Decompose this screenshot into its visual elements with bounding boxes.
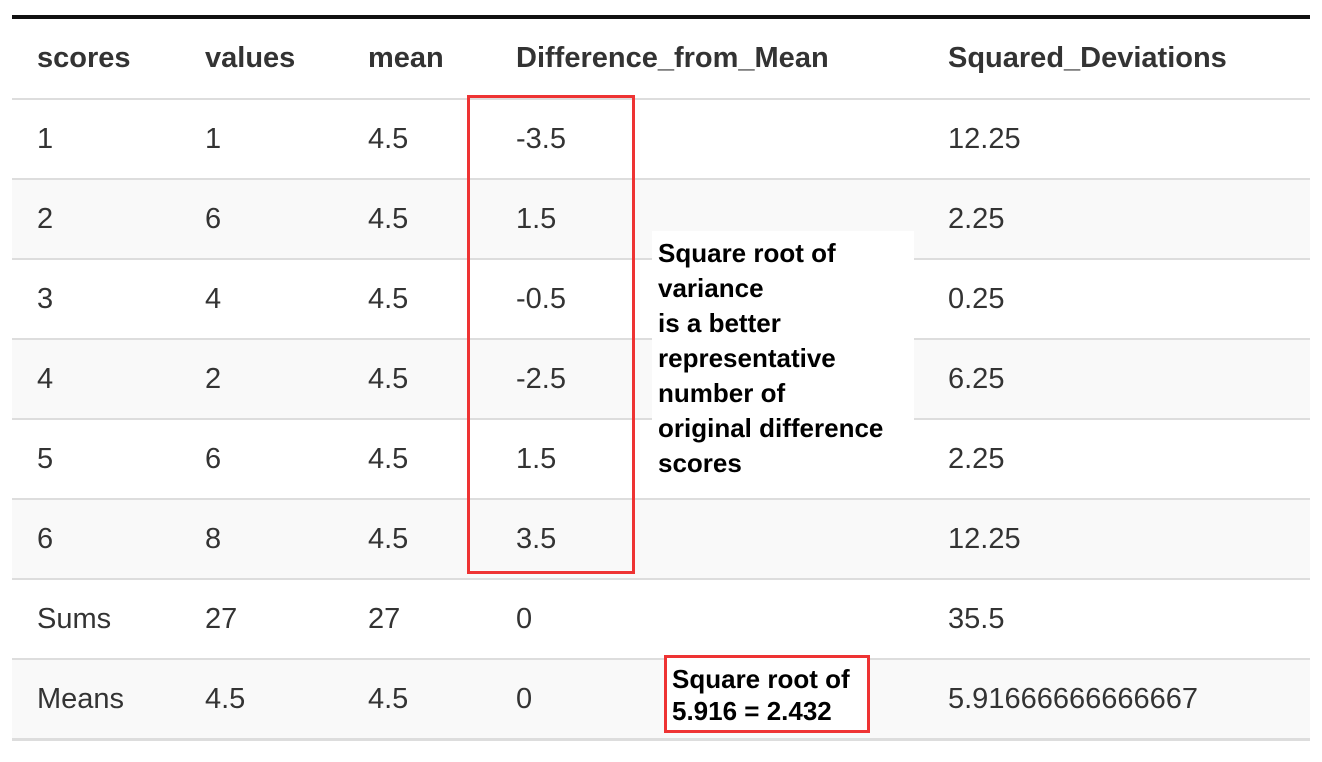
cell-values: 2 — [180, 338, 343, 419]
header-difference-from-mean: Difference_from_Mean — [491, 17, 923, 100]
sums-row: Sums 27 27 0 35.5 — [12, 578, 1310, 659]
callout-line: original difference — [658, 413, 884, 443]
cell-sum-squared-deviations: 35.5 — [923, 578, 1310, 659]
callout-line: variance — [658, 273, 764, 303]
cell-squared-deviation: 0.25 — [923, 258, 1310, 339]
table-row: 5 6 4.5 1.5 2.25 — [12, 418, 1310, 499]
cell-values: 1 — [205, 122, 222, 155]
cell-sums-label: Sums — [12, 578, 180, 659]
callout-line: representative — [658, 343, 836, 373]
cell-sum-difference: 0 — [491, 578, 923, 659]
cell-means-label: Means — [12, 658, 180, 740]
header-values: values — [180, 17, 343, 100]
cell-scores: 2 — [12, 178, 180, 259]
cell-mean: 4.5 — [368, 122, 409, 155]
cell-squared-deviation: 2.25 — [923, 178, 1310, 259]
cell-mean: 4.5 — [343, 498, 491, 579]
callout-line: number of — [658, 378, 786, 408]
cell-mean: 4.5 — [343, 338, 491, 419]
result-line: Square root of — [672, 664, 850, 694]
header-row: scores values mean Difference_from_Mean … — [12, 17, 1310, 100]
cell-scores: 4 — [12, 338, 180, 419]
variance-callout: Square root of variance is a better repr… — [652, 231, 914, 481]
result-line: 5.916 = 2.432 — [672, 696, 832, 726]
cell-values: 6 — [180, 418, 343, 499]
cell-squared-deviation: 2.25 — [923, 418, 1310, 499]
cell-values: 6 — [180, 178, 343, 259]
cell-sum-mean: 27 — [343, 578, 491, 659]
cell-scores: 3 — [12, 258, 180, 339]
cell-mean-mean: 4.5 — [343, 658, 491, 740]
cell-values: 4 — [180, 258, 343, 339]
cell-sum-values: 27 — [180, 578, 343, 659]
square-root-result-box: Square root of 5.916 = 2.432 — [664, 655, 870, 733]
cell-scores: 6 — [12, 498, 180, 579]
cell-values: 8 — [180, 498, 343, 579]
callout-line: scores — [658, 448, 742, 478]
cell-squared-deviation: 12.25 — [948, 122, 1021, 155]
cell-mean-squared-deviations: 5.91666666666667 — [923, 658, 1310, 740]
cell-squared-deviation: 6.25 — [923, 338, 1310, 419]
table-row: 1 1 4.5 -3.5 12.25 — [12, 99, 1310, 179]
header-scores: scores — [12, 17, 180, 100]
cell-scores: 5 — [12, 418, 180, 499]
cell-difference: 3.5 — [491, 498, 923, 579]
callout-line: Square root of — [658, 238, 836, 268]
means-row: Means 4.5 4.5 0 5.91666666666667 — [12, 658, 1310, 740]
cell-scores: 1 — [37, 122, 54, 155]
callout-line: is a better — [658, 308, 781, 338]
cell-mean-values: 4.5 — [180, 658, 343, 740]
cell-mean: 4.5 — [343, 178, 491, 259]
cell-squared-deviation: 12.25 — [923, 498, 1310, 579]
cell-mean: 4.5 — [343, 258, 491, 339]
table-row: 6 8 4.5 3.5 12.25 — [12, 498, 1310, 579]
table-row: 2 6 4.5 1.5 2.25 — [12, 178, 1310, 259]
cell-difference: -3.5 — [516, 122, 566, 155]
cell-mean: 4.5 — [343, 418, 491, 499]
difference-column-highlight — [467, 95, 635, 574]
header-mean: mean — [343, 17, 491, 100]
header-squared-deviations: Squared_Deviations — [923, 17, 1310, 100]
